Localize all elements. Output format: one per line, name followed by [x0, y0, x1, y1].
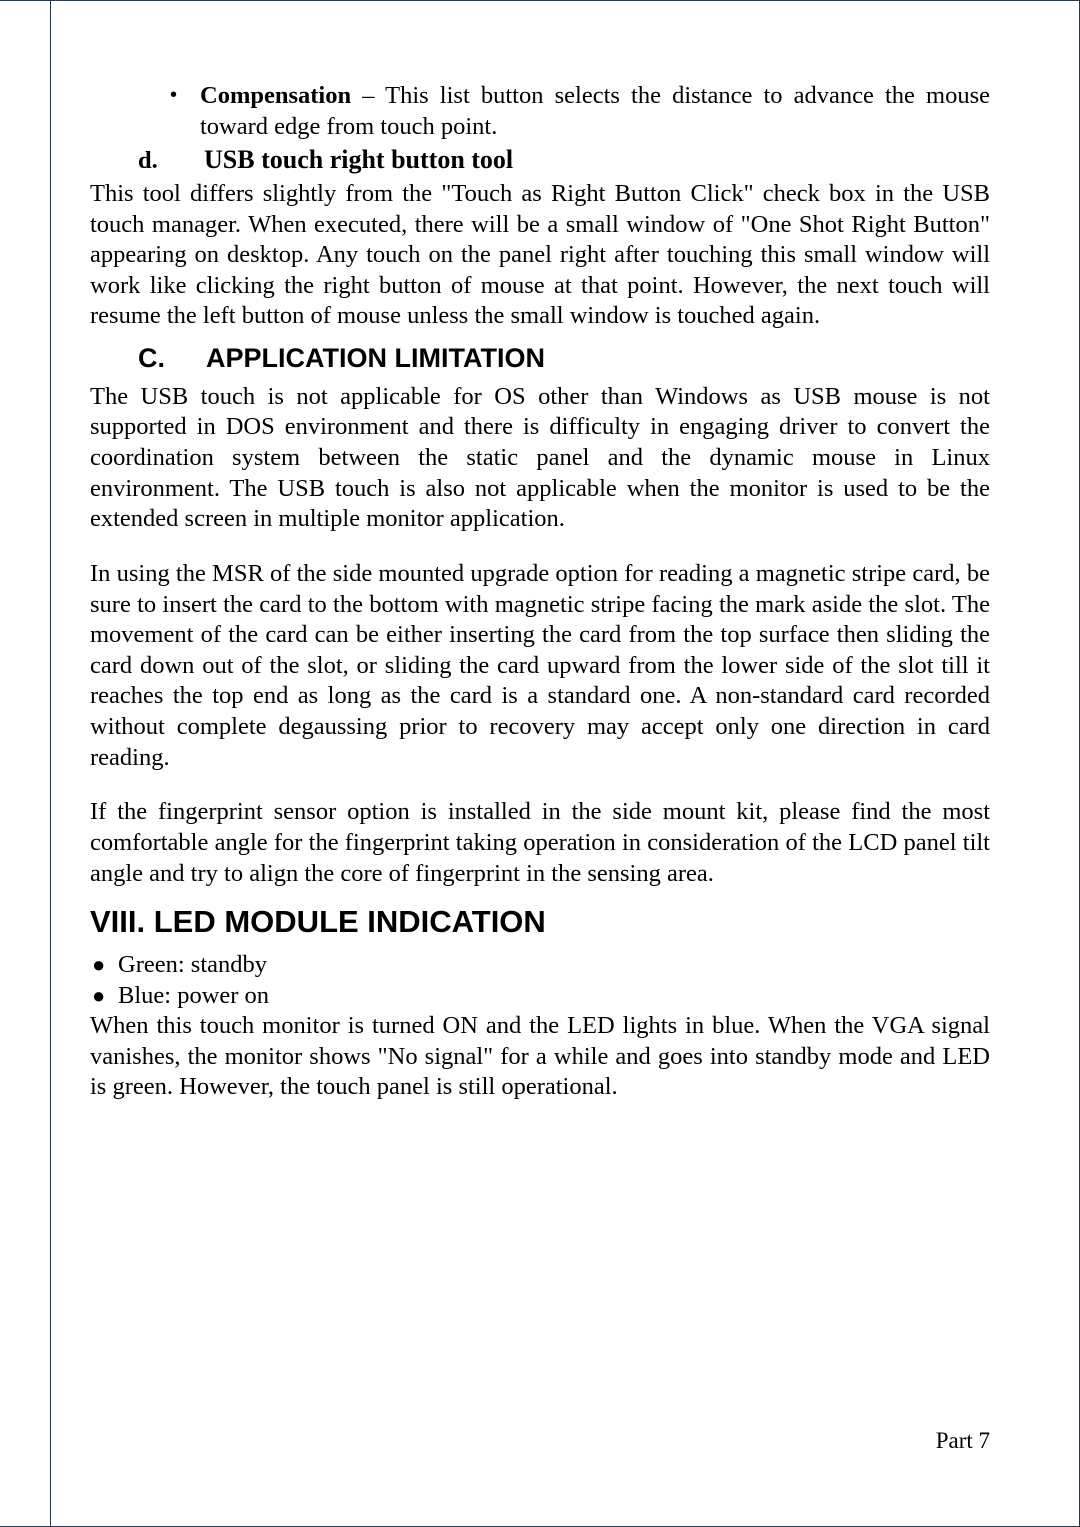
paragraph-c3: If the fingerprint sensor option is inst… [90, 797, 990, 889]
page-number: Part 7 [936, 1427, 990, 1456]
bullet-icon: ● [92, 982, 118, 1010]
section-c-heading: C. APPLICATION LIMITATION [138, 342, 990, 376]
subsection-d-label: d. [138, 146, 204, 177]
bullet-dot-icon: • [170, 81, 200, 109]
paragraph-led: When this touch monitor is turned ON and… [90, 1011, 990, 1103]
subsection-d: d. USB touch right button tool [138, 144, 990, 177]
paragraph-c2: In using the MSR of the side mounted upg… [90, 559, 990, 773]
bullet-text: Compensation – This list button selects … [200, 81, 990, 142]
section-c-title: APPLICATION LIMITATION [206, 342, 545, 376]
bullet-compensation: • Compensation – This list button select… [170, 81, 990, 142]
paragraph-c1: The USB touch is not applicable for OS o… [90, 382, 990, 535]
paragraph-d: This tool differs slightly from the "Tou… [90, 179, 990, 332]
led-blue-text: Blue: power on [118, 981, 269, 1012]
led-green-text: Green: standby [118, 950, 267, 981]
bullet-icon: ● [92, 951, 118, 979]
led-item-blue: ● Blue: power on [92, 981, 990, 1012]
compensation-label: Compensation [200, 82, 351, 109]
heading-viii: VIII. LED MODULE INDICATION [90, 903, 990, 942]
section-c-label: C. [138, 342, 206, 376]
led-item-green: ● Green: standby [92, 950, 990, 981]
left-margin-line [50, 1, 51, 1526]
document-page: • Compensation – This list button select… [0, 0, 1080, 1527]
subsection-d-title: USB touch right button tool [204, 144, 513, 177]
